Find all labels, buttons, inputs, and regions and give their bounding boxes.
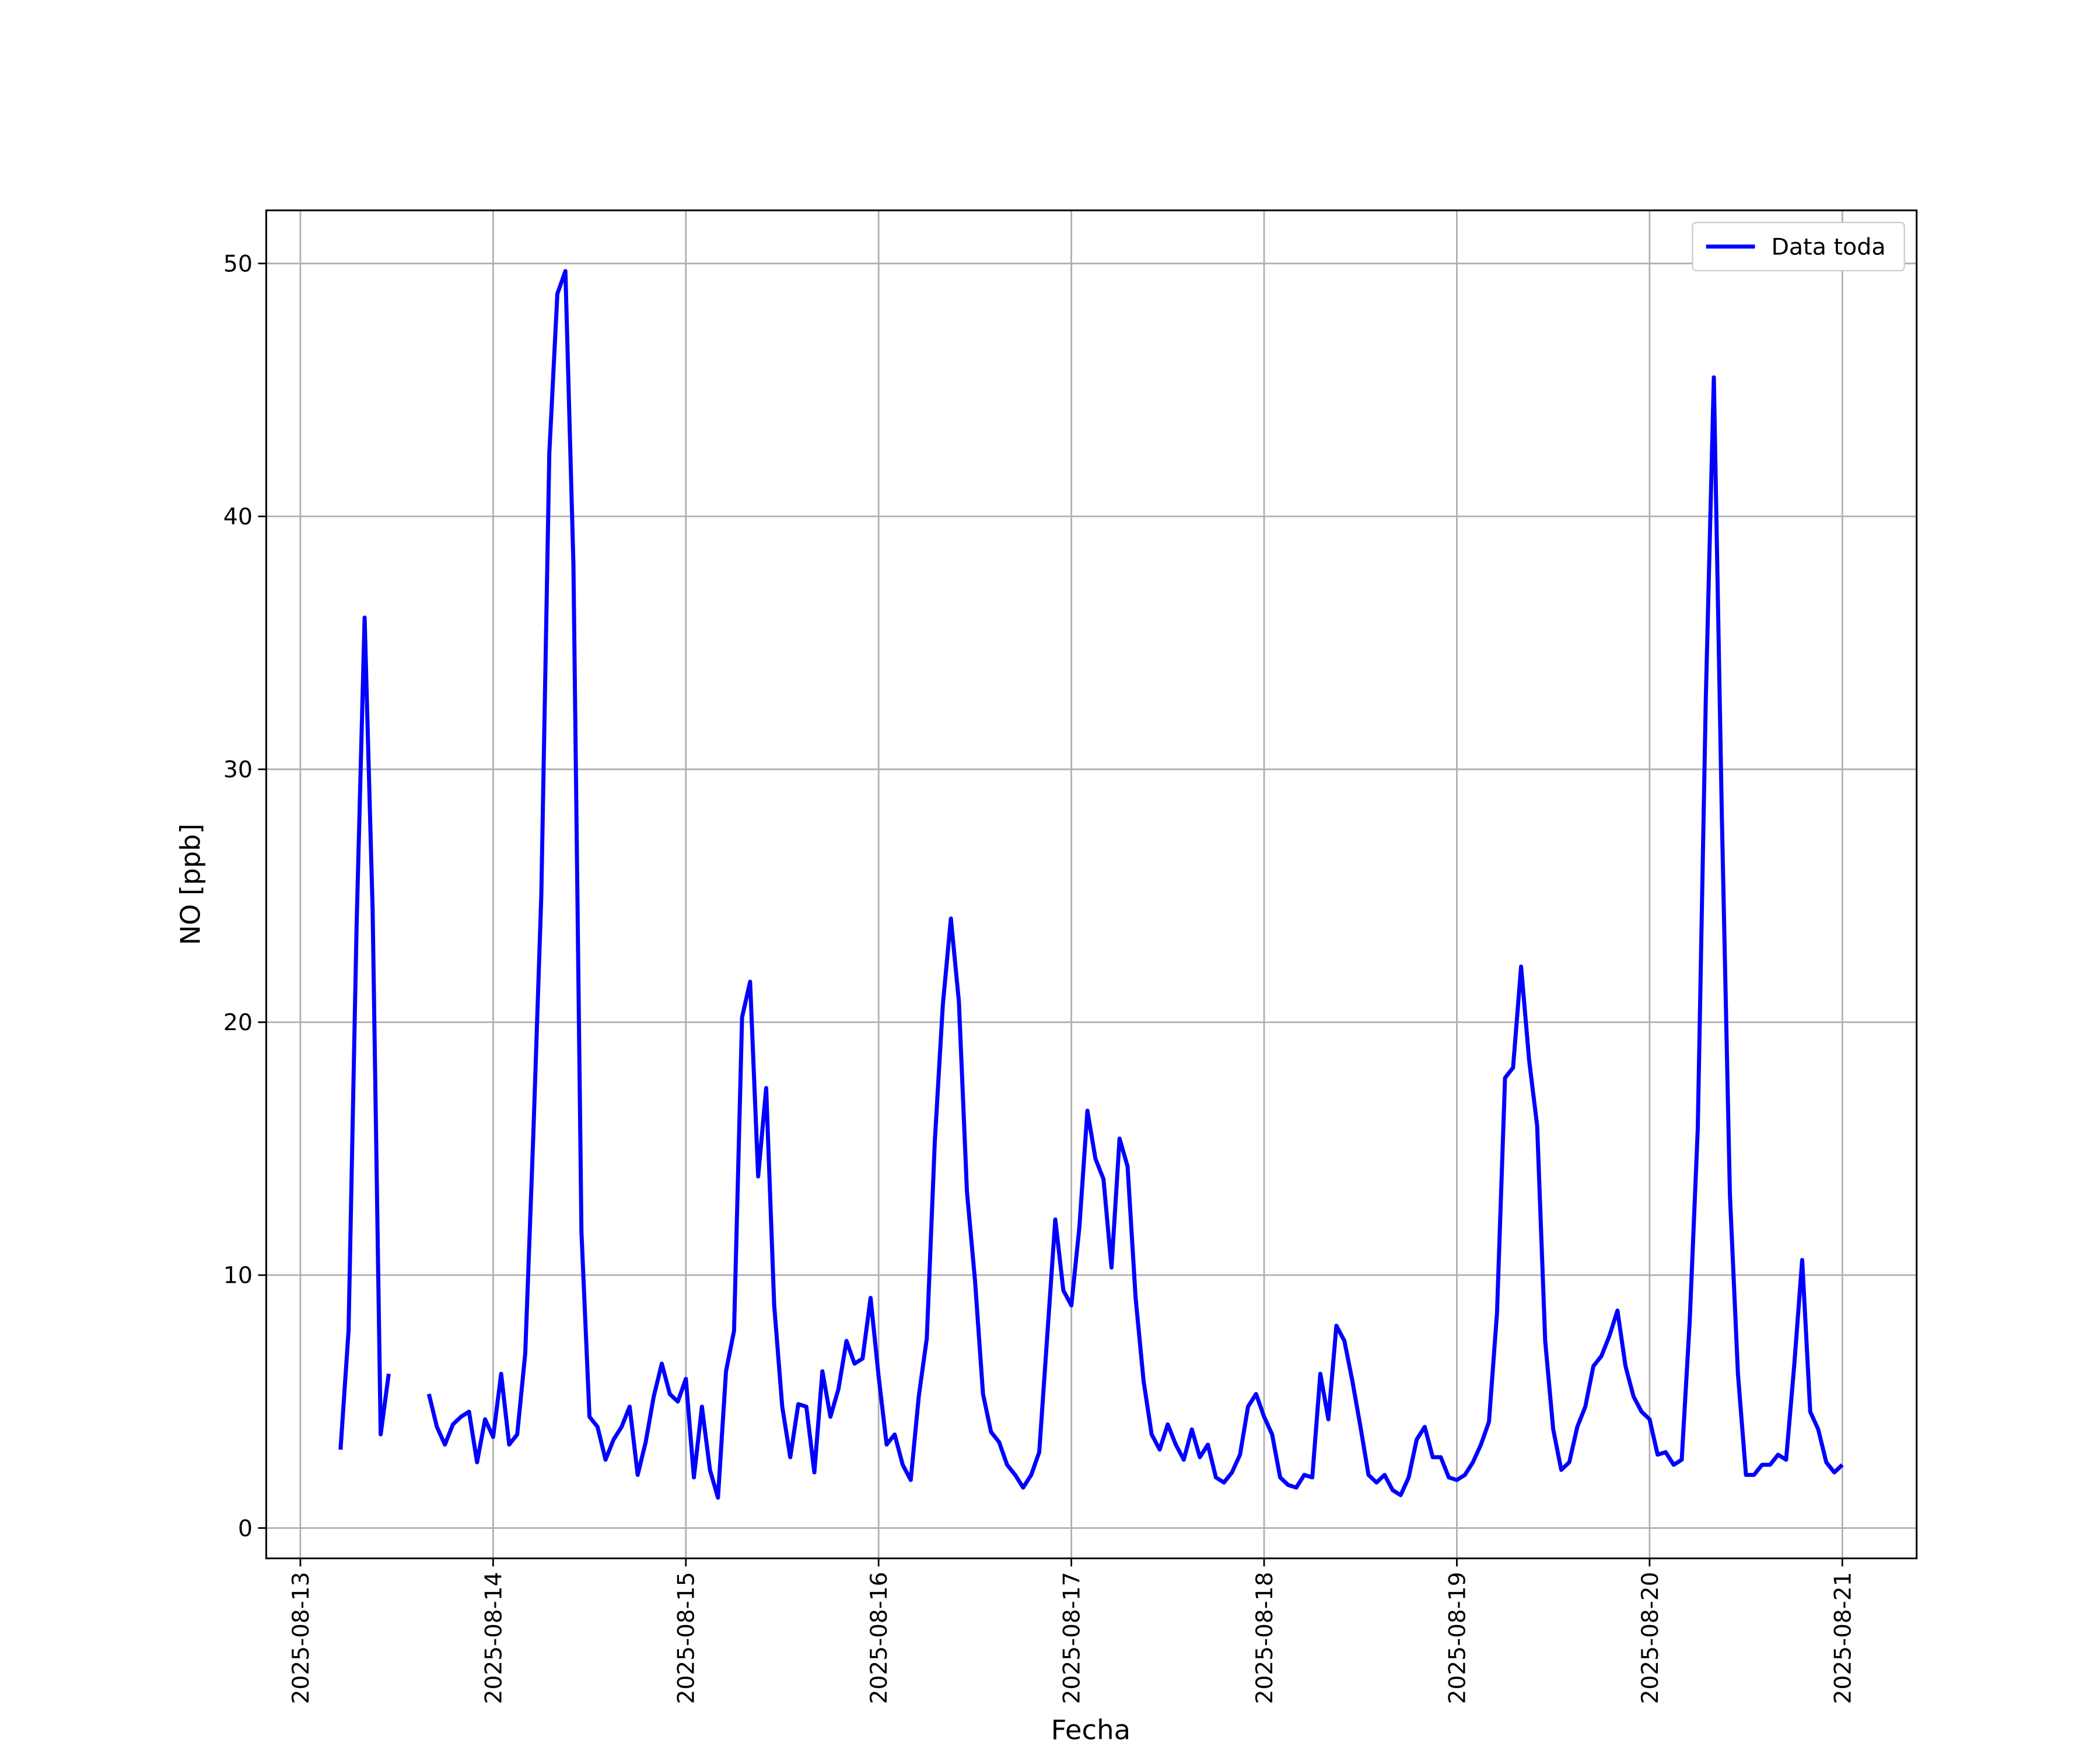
y-tick-label: 40 [223, 504, 253, 530]
x-tick-label: 2025-08-17 [1059, 1572, 1085, 1704]
y-tick-label: 10 [223, 1263, 253, 1289]
y-axis-label: NO [ppb] [174, 824, 206, 945]
legend: Data toda [1692, 222, 1905, 272]
x-axis-label: Fecha [1051, 1714, 1131, 1746]
x-tick-label: 2025-08-21 [1830, 1572, 1856, 1704]
x-tick-label: 2025-08-16 [866, 1572, 892, 1704]
y-tick-label: 30 [223, 757, 253, 783]
x-tick-label: 2025-08-20 [1637, 1572, 1664, 1704]
x-tick-label: 2025-08-18 [1252, 1572, 1278, 1704]
y-tick-label: 20 [223, 1010, 253, 1036]
legend-box [1692, 222, 1905, 272]
legend-label: Data toda [1771, 235, 1885, 261]
x-tick-label: 2025-08-19 [1444, 1572, 1471, 1704]
x-tick-label: 2025-08-13 [288, 1572, 314, 1704]
data-line [338, 269, 1844, 1500]
plot-frame [265, 209, 1918, 1560]
x-tick-label: 2025-08-14 [481, 1572, 507, 1704]
y-tick-label: 50 [223, 251, 253, 278]
y-tick-label: 0 [238, 1516, 253, 1542]
x-tick-label: 2025-08-15 [673, 1572, 699, 1704]
